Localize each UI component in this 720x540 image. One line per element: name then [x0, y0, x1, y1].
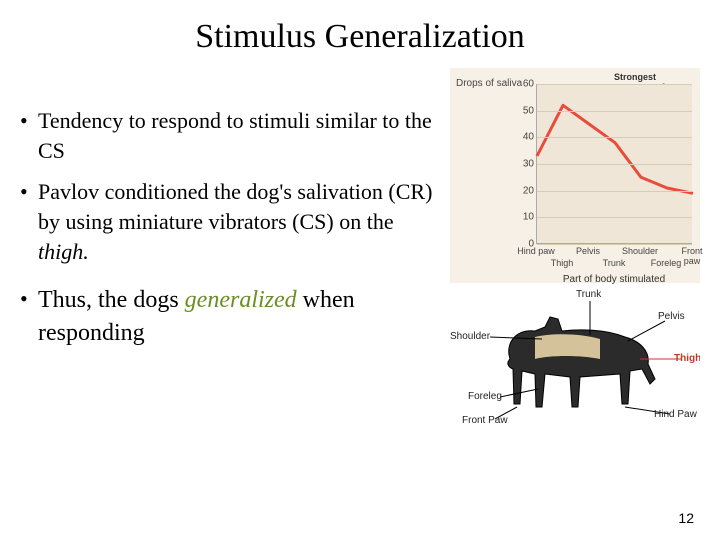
- emphasis-green: generalized: [185, 287, 297, 313]
- chart-ytick: 30: [516, 159, 534, 170]
- dog-label-shoulder: Shoulder: [450, 331, 490, 342]
- chart-ytick: 20: [516, 185, 534, 196]
- bullet-text: Thus, the dogs generalized when respondi…: [38, 284, 442, 349]
- chart-xtick: Trunk: [594, 258, 634, 268]
- page-title: Stimulus Generalization: [0, 0, 720, 66]
- dog-label-foreleg: Foreleg: [468, 391, 502, 402]
- chart-xtick: Thigh: [542, 258, 582, 268]
- chart-gridline: [537, 84, 692, 85]
- generalization-chart: Drops of saliva Strongest responses from…: [450, 68, 700, 283]
- chart-y-label: Drops of saliva: [456, 78, 522, 89]
- bullet-dot-icon: •: [20, 177, 38, 207]
- chart-gridline: [537, 217, 692, 218]
- dog-label-pelvis: Pelvis: [658, 311, 685, 322]
- dog-label-hindpaw: Hind Paw: [654, 409, 697, 420]
- chart-ytick: 40: [516, 132, 534, 143]
- chart-gridline: [537, 164, 692, 165]
- chart-xtick: Foreleg: [646, 258, 686, 268]
- bullet-item: • Pavlov conditioned the dog's salivatio…: [20, 177, 442, 266]
- figure-column: Drops of saliva Strongest responses from…: [450, 66, 700, 429]
- bullet-text: Pavlov conditioned the dog's salivation …: [38, 177, 442, 266]
- chart-xtick: Pelvis: [568, 246, 608, 256]
- chart-gridline: [537, 191, 692, 192]
- dog-svg: [450, 289, 700, 429]
- bullet-item: • Tendency to respond to stimuli similar…: [20, 106, 442, 165]
- chart-x-label: Part of body stimulated: [536, 274, 692, 285]
- dog-diagram: Trunk Pelvis Shoulder Thigh Foreleg Hind…: [450, 289, 700, 429]
- bullet-item: • Thus, the dogs generalized when respon…: [20, 284, 442, 349]
- chart-gridline: [537, 137, 692, 138]
- chart-plot-area: [536, 84, 692, 244]
- emphasis-text: thigh.: [38, 239, 89, 264]
- chart-line: [537, 105, 693, 193]
- bullet-list: • Tendency to respond to stimuli similar…: [20, 66, 450, 429]
- dog-label-frontpaw: Front Paw: [462, 415, 508, 426]
- dog-label-trunk: Trunk: [576, 289, 601, 300]
- chart-gridline: [537, 244, 692, 245]
- bullet-dot-icon: •: [20, 106, 38, 136]
- chart-ytick: 50: [516, 105, 534, 116]
- dog-label-thigh: Thigh: [674, 353, 700, 364]
- bullet-dot-icon: •: [20, 284, 38, 314]
- chart-xtick: Shoulder: [620, 246, 660, 256]
- chart-ytick: 10: [516, 212, 534, 223]
- page-number: 12: [678, 510, 694, 526]
- chart-gridline: [537, 111, 692, 112]
- chart-ytick: 60: [516, 79, 534, 90]
- bullet-text: Tendency to respond to stimuli similar t…: [38, 106, 442, 165]
- content-row: • Tendency to respond to stimuli similar…: [0, 66, 720, 429]
- chart-xtick: Hind paw: [516, 246, 556, 256]
